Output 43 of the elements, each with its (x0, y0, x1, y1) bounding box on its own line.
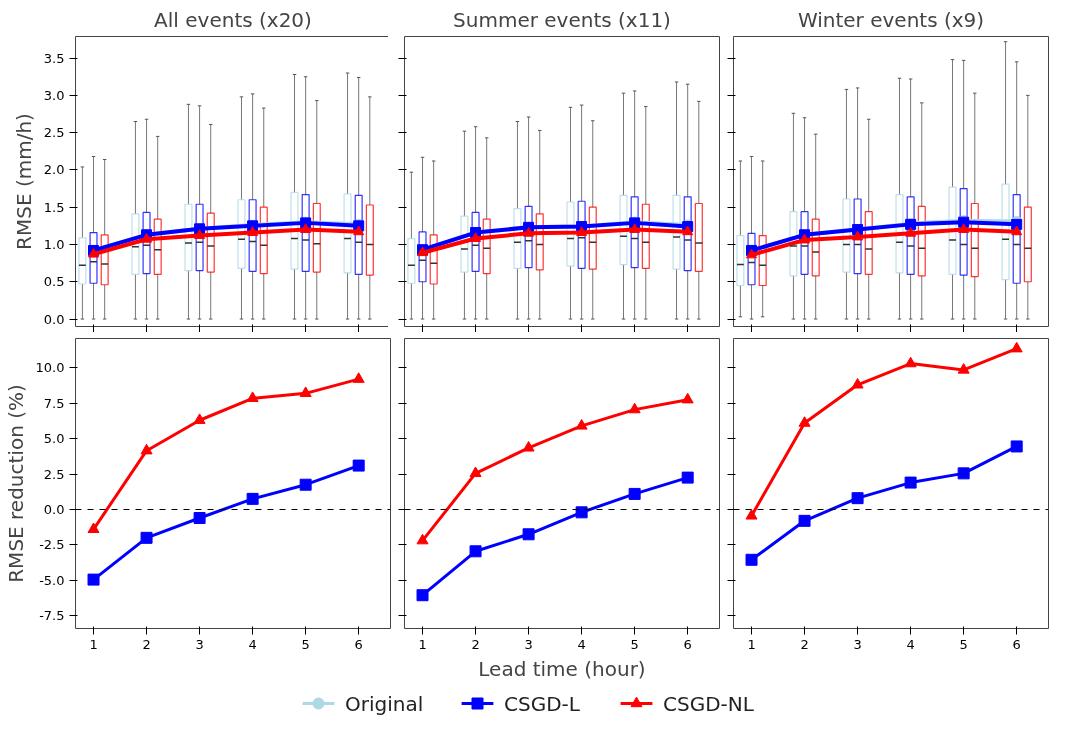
y-axis-title: RMSE reduction (%) (3, 384, 28, 583)
x-tick-label: 3 (195, 636, 204, 652)
x-tick-label: 6 (683, 636, 692, 652)
y-tick-label: 1.5 (43, 199, 65, 215)
y-tick-label: 3.5 (43, 50, 65, 66)
y-tick-label: -2.5 (39, 537, 65, 553)
x-tick-label: 3 (853, 636, 862, 652)
x-tick-label: 2 (800, 636, 809, 652)
x-tick-label: 3 (524, 636, 533, 652)
chart-title: Summer events (x11) (453, 7, 671, 32)
y-tick-label: 2.0 (43, 162, 65, 178)
y-tick-label: 3.0 (43, 87, 65, 103)
y-tick-label: 7.5 (43, 395, 65, 411)
x-tick-label: 6 (1012, 636, 1021, 652)
y-tick-label: 10.0 (35, 360, 65, 376)
y-tick-label: 5.0 (43, 431, 65, 447)
x-tick-label: 5 (959, 636, 968, 652)
y-tick-label: 2.5 (43, 125, 65, 141)
y-tick-label: 0.0 (43, 502, 65, 517)
x-tick-label: 5 (301, 636, 310, 652)
x-tick-label: 1 (418, 636, 427, 652)
y-tick-label: 0.0 (43, 311, 65, 327)
x-tick-label: 4 (577, 636, 586, 652)
chart-title: Winter events (x9) (797, 7, 985, 32)
x-tick-label: 2 (142, 636, 151, 652)
y-tick-label: -5.0 (39, 572, 65, 588)
chart-title: All events (x20) (154, 7, 312, 32)
y-tick-label: 0.5 (43, 274, 65, 290)
y-axis-title: RMSE (mm/h) (11, 113, 36, 250)
x-tick-label: 1 (747, 636, 756, 652)
x-tick-label: 4 (248, 636, 257, 652)
legend-label: CSGD-L (504, 691, 581, 716)
x-tick-label: 6 (354, 636, 363, 652)
y-tick-label: 2.5 (43, 466, 65, 482)
legend-label: CSGD-NL (663, 691, 755, 716)
x-tick-label: 2 (471, 636, 480, 652)
x-tick-label: 5 (630, 636, 639, 652)
y-tick-label: -7.5 (39, 608, 65, 624)
y-tick-label: 1.0 (43, 236, 65, 252)
x-tick-label: 4 (906, 636, 915, 652)
legend-label: Original (345, 691, 424, 716)
x-tick-label: 1 (89, 636, 98, 652)
x-axis-title: Lead time (hour) (478, 656, 646, 681)
